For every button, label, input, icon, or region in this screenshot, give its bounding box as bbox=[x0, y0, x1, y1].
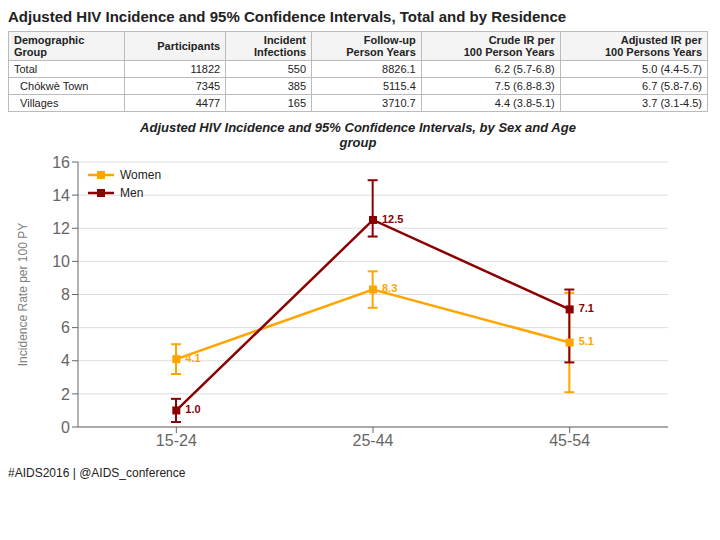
html-text:Demographic Group: Demographic Group bbox=[14, 34, 85, 58]
html-text:Chókwè Town: Chókwè Town bbox=[14, 80, 89, 92]
svg-text:45-54: 45-54 bbox=[549, 432, 590, 449]
html-text:Adjusted IR per 100 Persons Ye: Adjusted IR per 100 Persons Years bbox=[605, 34, 702, 58]
html-text:5.0 (4.4-5.7): 5.0 (4.4-5.7) bbox=[642, 63, 702, 75]
html-text:4477: 4477 bbox=[195, 97, 221, 109]
svg-text:12.5: 12.5 bbox=[382, 213, 403, 225]
html-text:6.2 (5.7-6.8): 6.2 (5.7-6.8) bbox=[494, 63, 555, 75]
html-text:7345: 7345 bbox=[195, 80, 221, 92]
svg-text:8: 8 bbox=[61, 286, 70, 303]
html-text:#AIDS2016 | @AIDS_conference: #AIDS2016 | @AIDS_conference bbox=[8, 466, 186, 480]
svg-text:0: 0 bbox=[61, 419, 70, 436]
html-text:Follow-up Person Years: Follow-up Person Years bbox=[346, 34, 416, 58]
svg-text:16: 16 bbox=[52, 154, 70, 171]
html-text:Adjusted HIV Incidence and 95%: Adjusted HIV Incidence and 95% Confidenc… bbox=[8, 8, 567, 25]
html-text:165: 165 bbox=[287, 97, 306, 109]
html-text:Adjusted HIV Incidence and 95%: Adjusted HIV Incidence and 95% Confidenc… bbox=[140, 120, 576, 135]
html-text:5115.4: 5115.4 bbox=[382, 80, 416, 92]
svg-text:8.3: 8.3 bbox=[382, 282, 397, 294]
html-text:Incident Infections: Incident Infections bbox=[254, 34, 306, 58]
svg-text:12: 12 bbox=[52, 220, 70, 237]
html-text:Men: Men bbox=[120, 186, 144, 200]
html-text:Villages: Villages bbox=[14, 97, 59, 109]
svg-text:5.1: 5.1 bbox=[579, 335, 594, 347]
html-text:Participants: Participants bbox=[157, 40, 221, 52]
svg-text:25-44: 25-44 bbox=[353, 432, 394, 449]
svg-text:6: 6 bbox=[61, 319, 70, 336]
svg-text:10: 10 bbox=[52, 253, 70, 270]
svg-text:Incidence Rate per 100 PY: Incidence Rate per 100 PY bbox=[16, 223, 30, 366]
html-text:group: group bbox=[339, 135, 377, 150]
svg-text:7.1: 7.1 bbox=[579, 302, 594, 314]
html-text:6.7 (5.8-7.6): 6.7 (5.8-7.6) bbox=[642, 80, 702, 92]
html-text:11822: 11822 bbox=[190, 63, 221, 75]
svg-text:2: 2 bbox=[61, 386, 70, 403]
html-text:7.5 (6.8-8.3): 7.5 (6.8-8.3) bbox=[494, 80, 555, 92]
html-text:Total: Total bbox=[14, 63, 38, 75]
svg-text:1.0: 1.0 bbox=[185, 403, 200, 415]
html-text:550: 550 bbox=[287, 63, 306, 75]
html-text:385: 385 bbox=[287, 80, 306, 92]
svg-text:4.1: 4.1 bbox=[185, 352, 200, 364]
svg-text:4: 4 bbox=[61, 352, 70, 369]
html-text:3710.7: 3710.7 bbox=[382, 97, 416, 109]
html-text:Crude IR per 100 Person Years: Crude IR per 100 Person Years bbox=[463, 34, 555, 58]
html-text:3.7 (3.1-4.5): 3.7 (3.1-4.5) bbox=[642, 97, 702, 109]
html-text:4.4 (3.8-5.1): 4.4 (3.8-5.1) bbox=[494, 97, 555, 109]
html-text:Women: Women bbox=[120, 168, 162, 182]
svg-text:14: 14 bbox=[52, 187, 70, 204]
html-text:8826.1: 8826.1 bbox=[382, 63, 416, 75]
svg-text:15-24: 15-24 bbox=[156, 432, 197, 449]
